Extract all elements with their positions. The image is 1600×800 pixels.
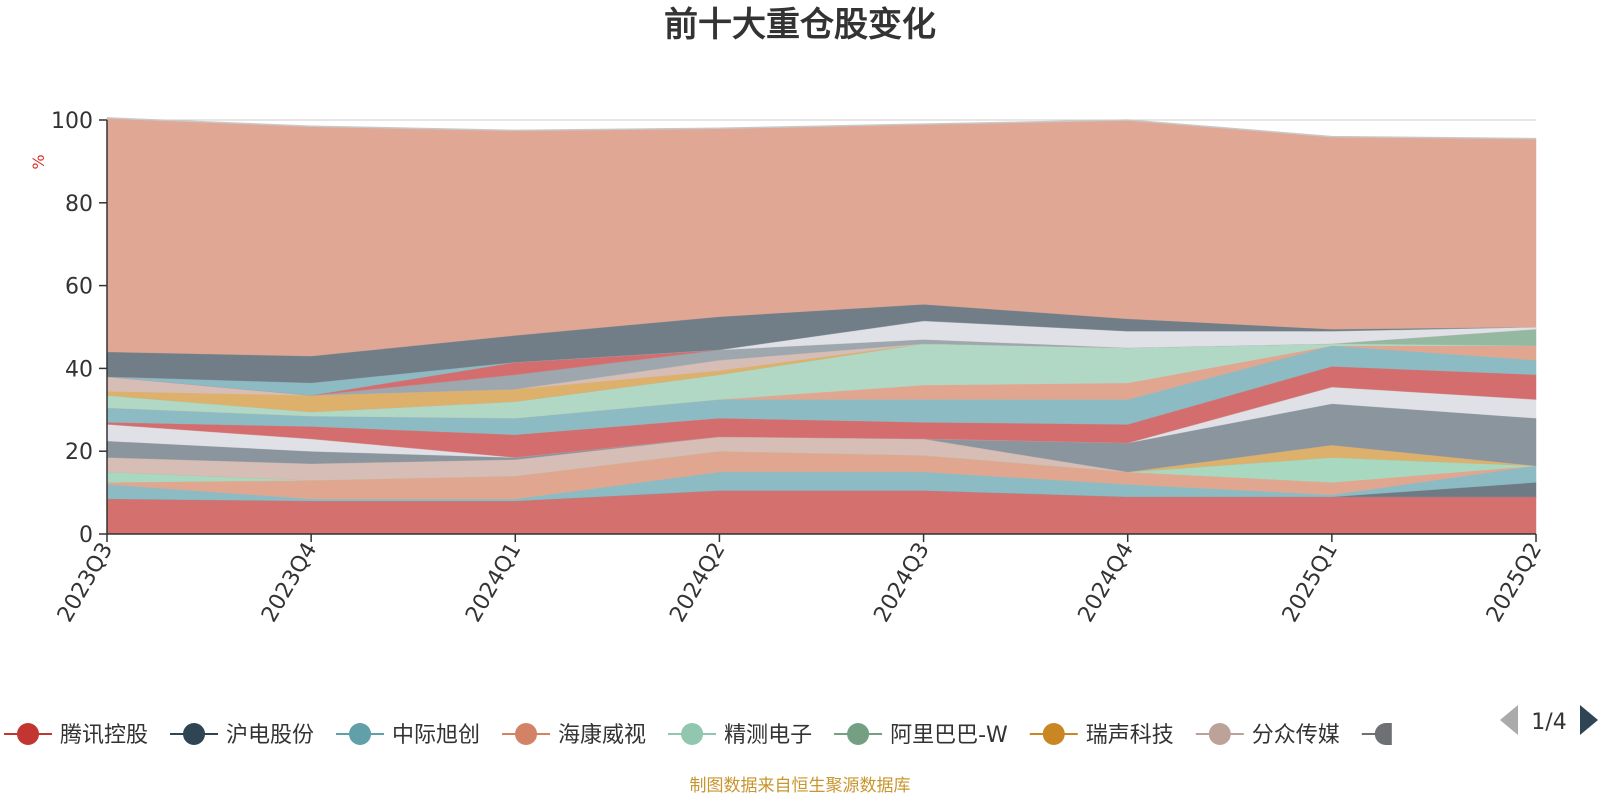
legend-marker-icon (1208, 723, 1231, 745)
legend-marker-icon (515, 723, 538, 745)
legend-item[interactable]: 中际旭创 (336, 723, 480, 748)
legend-item[interactable]: 阿里巴巴-W (834, 723, 1008, 748)
legend-item[interactable]: 精测电子 (668, 723, 812, 748)
legend-label: 沪电股份 (226, 723, 314, 748)
legend-label: 瑞声科技 (1086, 723, 1174, 748)
y-tick-label: 0 (79, 523, 93, 548)
legend-marker-icon (1042, 723, 1065, 745)
y-tick-label: 80 (65, 192, 93, 217)
legend-item[interactable]: 沪电股份 (170, 723, 314, 748)
y-axis-unit: % (29, 154, 48, 169)
x-tick-label: 2024Q2 (665, 539, 730, 627)
legend-label: 海康威视 (558, 723, 646, 748)
x-tick-label: 2023Q4 (257, 539, 322, 627)
legend-pager: 1/4 (1500, 705, 1598, 735)
chart-title: 前十大重仓股变化 (664, 5, 936, 45)
legend-item[interactable] (1361, 723, 1392, 745)
source-note: 制图数据来自恒生聚源数据库 (690, 776, 911, 796)
legend-marker-icon (349, 723, 372, 745)
y-tick-label: 20 (65, 440, 93, 465)
legend-marker-icon (1374, 723, 1392, 745)
y-tick-label: 60 (65, 275, 93, 300)
legend-item[interactable]: 腾讯控股 (4, 723, 148, 748)
legend-item[interactable]: 海康威视 (502, 723, 646, 748)
legend-page-indicator: 1/4 (1531, 710, 1566, 735)
legend-label: 腾讯控股 (60, 723, 148, 748)
legend-label: 精测电子 (724, 723, 812, 748)
y-tick-label: 100 (51, 109, 93, 134)
legend-label: 阿里巴巴-W (890, 723, 1008, 748)
legend-marker-icon (681, 723, 704, 745)
x-tick-label: 2025Q1 (1278, 539, 1343, 627)
stacked-areas (106, 117, 1537, 535)
legend-label: 中际旭创 (392, 723, 480, 748)
legend-item[interactable]: 瑞声科技 (1029, 723, 1174, 748)
legend: 腾讯控股 沪电股份 中际旭创 海康威视 精测电子 阿里巴巴-W 瑞声科技 分众传媒 (4, 723, 1392, 748)
legend-marker-icon (17, 723, 39, 745)
legend-label: 分众传媒 (1252, 723, 1340, 748)
x-tick-label: 2023Q3 (53, 539, 118, 627)
legend-item[interactable]: 分众传媒 (1195, 723, 1340, 748)
legend-marker-icon (847, 723, 870, 745)
y-tick-label: 40 (65, 357, 93, 382)
x-tick-label: 2024Q3 (869, 539, 934, 627)
legend-prev-icon[interactable] (1500, 705, 1518, 735)
x-tick-label: 2024Q4 (1074, 539, 1139, 627)
legend-next-icon[interactable] (1580, 705, 1598, 735)
x-tick-label: 2025Q2 (1482, 539, 1547, 627)
x-tick-label: 2024Q1 (461, 539, 526, 627)
legend-marker-icon (183, 723, 206, 745)
stack-top-line (106, 117, 1537, 140)
